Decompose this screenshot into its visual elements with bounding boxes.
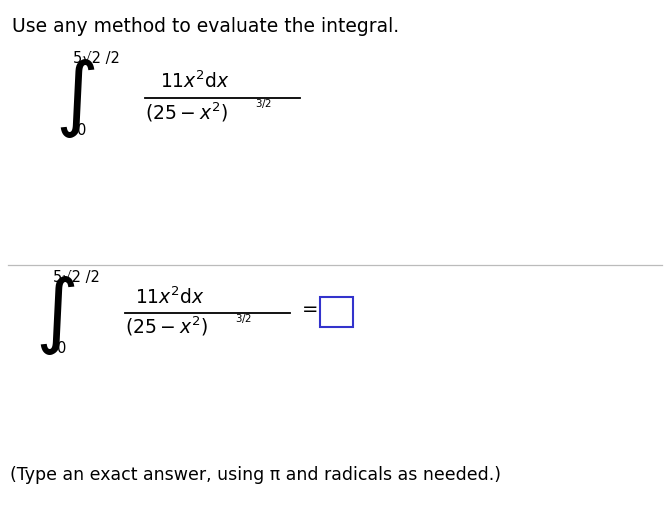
Text: Use any method to evaluate the integral.: Use any method to evaluate the integral. — [12, 17, 399, 36]
Text: $^{3/2}$: $^{3/2}$ — [255, 100, 272, 115]
Text: (Type an exact answer, using π and radicals as needed.): (Type an exact answer, using π and radic… — [10, 466, 501, 484]
Text: $11x^2\mathrm{d}x$: $11x^2\mathrm{d}x$ — [135, 286, 205, 307]
Text: 5√2 /2: 5√2 /2 — [53, 270, 100, 285]
Text: $=$: $=$ — [298, 299, 318, 318]
Text: $(25-x^2)$: $(25-x^2)$ — [125, 315, 208, 339]
Text: $11x^2\mathrm{d}x$: $11x^2\mathrm{d}x$ — [160, 71, 230, 92]
Bar — [320, 297, 353, 327]
Text: $(25-x^2)$: $(25-x^2)$ — [145, 100, 228, 124]
Text: 5√2 /2: 5√2 /2 — [73, 51, 120, 66]
Text: 0: 0 — [57, 341, 66, 356]
Text: $^{3/2}$: $^{3/2}$ — [235, 315, 252, 330]
Text: 0: 0 — [77, 123, 86, 138]
Text: $\int$: $\int$ — [55, 58, 95, 140]
Text: $\int$: $\int$ — [35, 275, 75, 357]
